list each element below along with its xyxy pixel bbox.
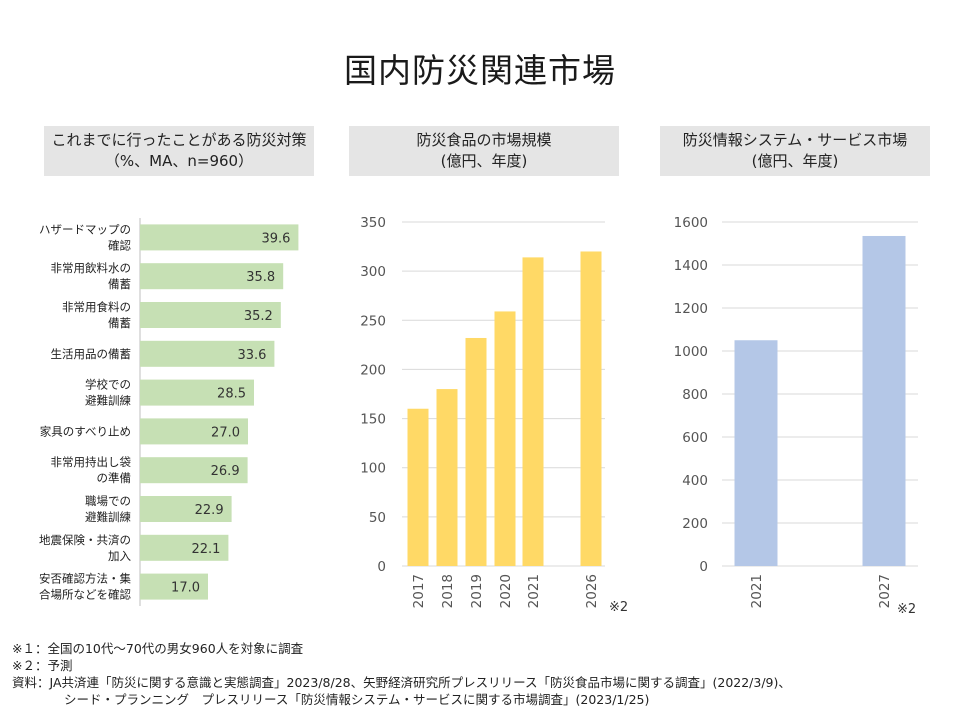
chart3-y-tick-label: 200 xyxy=(682,516,708,532)
chart2-bar xyxy=(465,337,487,566)
chart1-category-label: 避難訓練 xyxy=(85,510,131,524)
chart2-y-tick-label: 0 xyxy=(377,559,386,575)
chart1-value-label: 22.1 xyxy=(191,542,220,557)
chart1-value-label: 35.2 xyxy=(244,309,273,324)
chart1-bar xyxy=(140,379,254,406)
chart2-bar xyxy=(580,251,602,566)
chart2-bar xyxy=(436,389,458,566)
chart2-title-line2: (億円、年度) xyxy=(440,152,528,170)
chart1-bar xyxy=(140,418,248,445)
chart2-y-tick-label: 250 xyxy=(360,313,386,329)
chart1-value-label: 35.8 xyxy=(246,270,275,285)
chart3-y-tick-label: 400 xyxy=(682,473,708,489)
chart3-y-tick-label: 1400 xyxy=(674,258,708,274)
footnote-2: ※２：予測 xyxy=(12,658,73,673)
chart2-x-tick-label: 2026 xyxy=(584,574,600,608)
chart2-x-tick-label: 2020 xyxy=(498,574,514,608)
chart1-value-label: 17.0 xyxy=(171,581,200,596)
chart1-category-label: 備蓄 xyxy=(108,277,131,291)
chart1-value-label: 27.0 xyxy=(211,425,240,440)
chart3-bar xyxy=(734,340,778,566)
chart1-category-label: 職場での xyxy=(85,494,131,508)
chart3-y-tick-label: 0 xyxy=(699,559,708,575)
chart2-bar xyxy=(407,408,429,566)
chart2-header: 防災食品の市場規模 (億円、年度) xyxy=(349,126,619,176)
chart1-category-label: 非常用食料の xyxy=(62,300,131,314)
chart1-title-line1: これまでに行ったことがある防災対策 xyxy=(51,131,307,149)
chart2-x-tick-label: 2017 xyxy=(411,574,427,608)
chart1-category-label: 確認 xyxy=(108,238,131,252)
chart2-y-tick-label: 350 xyxy=(360,215,386,231)
chart1-category-label: 安否確認方法・集 xyxy=(39,572,131,586)
chart3-title-line1: 防災情報システム・サービス市場 xyxy=(682,131,908,149)
chart1-category-label: 避難訓練 xyxy=(85,394,131,408)
chart2-x-tick-label: 2018 xyxy=(440,574,456,608)
chart2-y-tick-label: 200 xyxy=(360,362,386,378)
footnotes: ※１：全国の10代～70代の男女960人を対象に調査 ※２：予測 資料：JA共済… xyxy=(12,640,952,708)
chart1-category-label: 家具のすべり止め xyxy=(40,424,131,438)
chart1-title-line2: （%、MA、n=960） xyxy=(104,152,254,170)
chart2-bar xyxy=(522,257,544,566)
chart3-note-mark: ※2 xyxy=(897,602,916,617)
chart1-bar xyxy=(140,340,275,367)
chart1-header: これまでに行ったことがある防災対策 （%、MA、n=960） xyxy=(44,126,314,176)
chart1-category-label: 地震保険・共済の xyxy=(39,533,131,547)
chart2-title-line1: 防災食品の市場規模 xyxy=(416,131,552,149)
chart1-value-label: 22.9 xyxy=(195,503,224,518)
chart3-header: 防災情報システム・サービス市場 (億円、年度) xyxy=(660,126,930,176)
chart1-category-label: の準備 xyxy=(97,471,132,485)
chart1-category-label: 学校での xyxy=(85,378,131,392)
chart2-y-tick-label: 300 xyxy=(360,264,386,280)
chart2-bar xyxy=(494,311,516,566)
chart3-bar xyxy=(862,235,906,566)
chart1-category-label: ハザードマップの xyxy=(39,222,131,236)
chart2-x-tick-label: 2021 xyxy=(526,574,542,608)
chart3-y-tick-label: 1200 xyxy=(674,301,708,317)
chart1-category-label: 加入 xyxy=(108,549,131,563)
chart1-value-label: 26.9 xyxy=(211,464,240,479)
chart2-y-tick-label: 150 xyxy=(360,412,386,428)
chart1-category-label: 備蓄 xyxy=(108,316,131,330)
chart3-x-tick-label: 2021 xyxy=(749,574,765,608)
chart2-y-tick-label: 100 xyxy=(360,461,386,477)
chart1-category-label: 合場所などを確認 xyxy=(39,588,131,602)
chart2-y-tick-label: 50 xyxy=(369,510,386,526)
chart2-x-tick-label: 2019 xyxy=(469,574,485,608)
chart3-y-tick-label: 1000 xyxy=(674,344,708,360)
footnote-1: ※１：全国の10代～70代の男女960人を対象に調査 xyxy=(12,641,304,656)
chart1-category-label: 非常用持出し袋 xyxy=(51,455,132,469)
chart2-note-mark: ※2 xyxy=(609,600,628,615)
source-line-2: シード・プランニング プレスリリース「防災情報システム・サービスに関する市場調査… xyxy=(64,692,650,707)
source-line-1: 資料：JA共済連「防災に関する意識と実態調査」2023/8/28、矢野経済研究所… xyxy=(12,675,791,690)
chart3-x-tick-label: 2027 xyxy=(877,574,893,608)
chart3-y-tick-label: 600 xyxy=(682,430,708,446)
chart1-value-label: 39.6 xyxy=(261,231,290,246)
chart1-bar xyxy=(140,573,208,600)
page-title: 国内防災関連市場 xyxy=(344,51,616,90)
chart1-bar xyxy=(140,457,248,484)
chart3-y-tick-label: 800 xyxy=(682,387,708,403)
chart1-bar xyxy=(140,302,281,328)
chart1-category-label: 非常用飲料水の xyxy=(51,261,132,275)
chart1-bar xyxy=(140,534,229,561)
chart3-y-tick-label: 1600 xyxy=(674,215,708,231)
chart1-value-label: 28.5 xyxy=(217,387,246,402)
chart1-bar xyxy=(140,496,232,522)
chart1-category-label: 生活用品の備蓄 xyxy=(51,347,132,361)
chart3-title-line2: (億円、年度) xyxy=(751,152,839,170)
chart1-value-label: 33.6 xyxy=(237,348,266,363)
chart1-bar xyxy=(140,263,284,290)
chart1-bar xyxy=(140,224,299,251)
